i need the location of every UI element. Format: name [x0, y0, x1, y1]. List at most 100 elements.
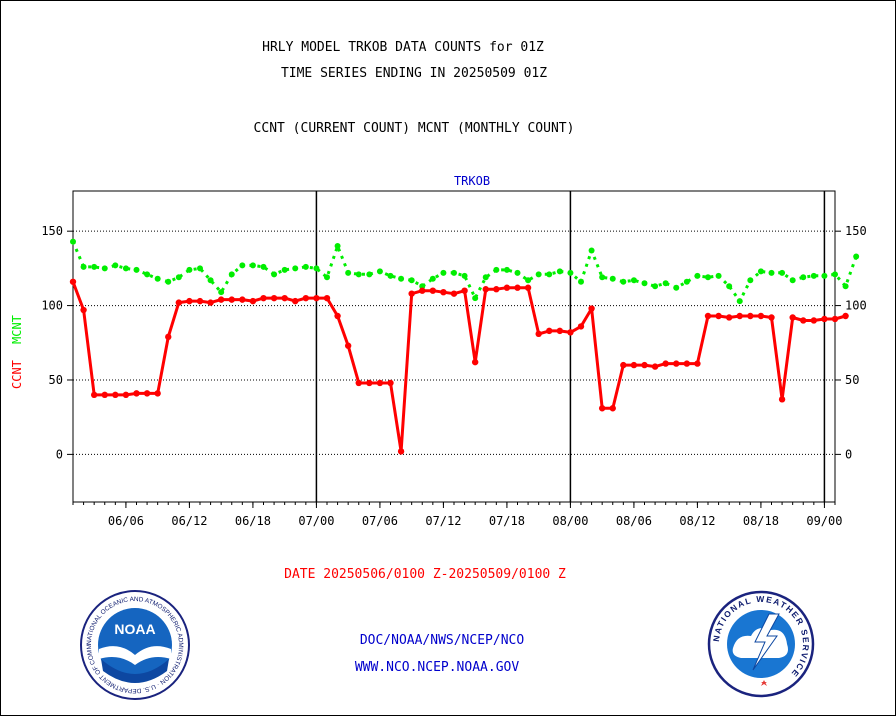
data-point-ccnt: [482, 286, 489, 293]
data-point-ccnt: [228, 296, 235, 303]
x-tick-label: 07/06: [362, 514, 398, 528]
data-point-ccnt: [186, 297, 193, 305]
data-point-mcnt: [472, 295, 479, 302]
data-point-ccnt: [440, 288, 447, 296]
data-point-ccnt: [302, 294, 310, 302]
chart-subtitle: CCNT (CURRENT COUNT) MCNT (MONTHLY COUNT…: [253, 121, 575, 136]
plot-title: TRKOB: [454, 174, 490, 188]
data-point-ccnt: [80, 306, 87, 314]
data-point-ccnt: [493, 286, 500, 293]
data-point-mcnt: [779, 269, 786, 276]
noaa-logo-icon: NOAA NATIONAL OCEANIC AND ATMOSPHERIC AD…: [79, 589, 190, 700]
data-point-mcnt: [101, 265, 108, 272]
data-point-ccnt: [577, 323, 585, 330]
data-point-ccnt: [673, 360, 680, 367]
data-point-mcnt: [683, 278, 690, 285]
data-point-ccnt: [408, 290, 415, 297]
data-point-mcnt: [556, 268, 563, 275]
nco-website-link[interactable]: WWW.NCO.NCEP.NOAA.GOV: [354, 660, 520, 675]
data-point-mcnt: [398, 275, 405, 282]
data-point-ccnt: [736, 312, 743, 320]
chart-title-line2: TIME SERIES ENDING IN 20250509 01Z: [280, 66, 548, 81]
data-point-ccnt: [397, 448, 405, 455]
data-point-mcnt: [662, 280, 669, 287]
data-point-mcnt: [747, 277, 754, 284]
x-tick-label: 06/12: [171, 514, 207, 528]
data-point-mcnt: [355, 271, 362, 278]
y-tick-label-left: 150: [41, 224, 63, 238]
data-point-ccnt: [747, 312, 754, 320]
data-point-mcnt: [239, 262, 246, 269]
data-point-ccnt: [620, 361, 627, 369]
x-tick-label: 08/00: [552, 514, 588, 528]
data-point-mcnt: [324, 274, 330, 281]
data-point-ccnt: [535, 330, 542, 338]
data-point-ccnt: [355, 379, 362, 387]
data-point-ccnt: [249, 297, 257, 305]
x-tick-label: 07/18: [489, 514, 525, 528]
data-point-ccnt: [292, 297, 299, 305]
data-point-mcnt: [588, 247, 595, 254]
data-point-mcnt: [376, 268, 383, 275]
data-point-mcnt: [419, 283, 426, 290]
data-point-ccnt: [281, 294, 288, 302]
data-point-mcnt: [175, 274, 182, 281]
data-point-ccnt: [419, 287, 426, 294]
data-point-ccnt: [810, 317, 818, 324]
x-tick-label: 07/12: [425, 514, 461, 528]
data-point-ccnt: [789, 314, 796, 321]
data-point-ccnt: [69, 278, 77, 285]
data-point-mcnt: [821, 272, 828, 279]
data-point-mcnt: [641, 280, 648, 287]
data-point-ccnt: [503, 284, 511, 291]
data-point-ccnt: [768, 314, 775, 321]
data-point-mcnt: [334, 243, 341, 250]
data-point-ccnt: [165, 333, 172, 341]
data-point-mcnt: [186, 266, 193, 273]
y-tick-label-left: 50: [49, 373, 63, 387]
noaa-logo-text: NOAA: [114, 621, 155, 637]
data-point-ccnt: [556, 327, 564, 335]
data-point-ccnt: [662, 360, 669, 367]
data-point-ccnt: [313, 294, 320, 302]
data-point-ccnt: [217, 296, 225, 303]
data-point-mcnt: [482, 274, 489, 281]
data-point-mcnt: [757, 268, 764, 275]
nws-logo-icon: NATIONAL WEATHER SERVICE: [707, 590, 815, 698]
data-point-ccnt: [154, 390, 161, 397]
x-tick-label: 07/00: [298, 514, 334, 528]
data-point-mcnt: [313, 265, 320, 272]
data-point-mcnt: [673, 284, 680, 291]
data-point-mcnt: [620, 278, 627, 285]
data-point-mcnt: [546, 271, 553, 278]
x-tick-label: 08/06: [616, 514, 652, 528]
y-tick-label-right: 50: [845, 373, 859, 387]
doc-noaa-link[interactable]: DOC/NOAA/NWS/NCEP/NCO: [359, 633, 525, 648]
data-point-ccnt: [641, 361, 648, 369]
data-point-ccnt: [239, 296, 246, 303]
data-point-ccnt: [122, 391, 130, 399]
x-tick-label: 08/12: [679, 514, 715, 528]
data-point-ccnt: [450, 290, 458, 297]
data-point-ccnt: [143, 390, 151, 397]
data-point-mcnt: [260, 263, 267, 270]
x-tick-label: 06/18: [235, 514, 271, 528]
data-point-ccnt: [704, 312, 712, 320]
data-point-mcnt: [228, 271, 235, 278]
data-point-mcnt: [144, 271, 151, 278]
data-point-ccnt: [694, 360, 701, 367]
series-line-mcnt: [71, 241, 858, 303]
data-point-ccnt: [429, 287, 437, 294]
data-point-mcnt: [514, 269, 521, 276]
data-point-mcnt: [567, 269, 574, 276]
data-point-ccnt: [651, 363, 659, 370]
ylabel-mcnt: MCNT: [10, 315, 24, 344]
data-point-mcnt: [493, 266, 500, 273]
y-tick-label-right: 0: [845, 447, 852, 461]
data-point-ccnt: [260, 294, 267, 302]
data-point-mcnt: [726, 283, 733, 290]
data-point-mcnt: [197, 265, 203, 272]
plot-area: [72, 190, 836, 503]
data-point-ccnt: [270, 294, 278, 302]
data-point-mcnt: [694, 272, 701, 279]
